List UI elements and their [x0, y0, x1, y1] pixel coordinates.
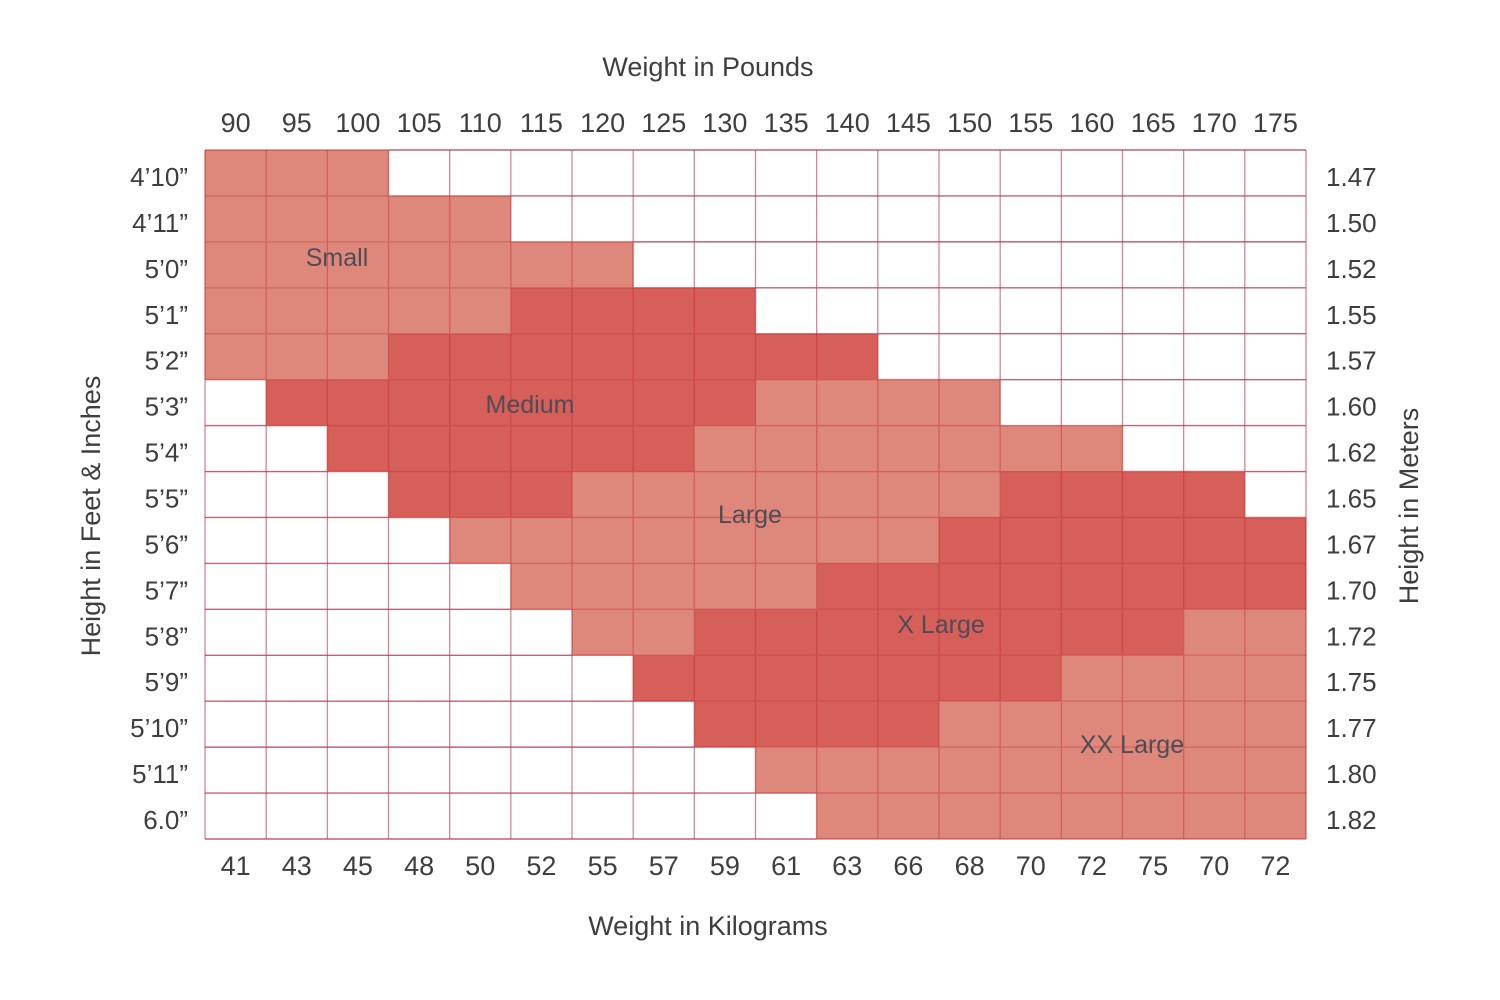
svg-text:5’10”: 5’10” [130, 713, 188, 743]
svg-text:4’10”: 4’10” [130, 162, 188, 192]
svg-text:5’5”: 5’5” [145, 484, 188, 514]
svg-text:1.77: 1.77 [1326, 713, 1377, 743]
svg-text:5’1”: 5’1” [145, 300, 188, 330]
svg-text:66: 66 [893, 851, 923, 881]
svg-text:105: 105 [397, 108, 442, 138]
svg-text:55: 55 [588, 851, 618, 881]
svg-text:1.50: 1.50 [1326, 208, 1377, 238]
svg-text:4’11”: 4’11” [132, 208, 188, 238]
svg-text:5’2”: 5’2” [145, 346, 188, 376]
svg-text:6.0”: 6.0” [143, 805, 188, 835]
svg-text:95: 95 [282, 108, 312, 138]
svg-text:5’6”: 5’6” [145, 529, 188, 559]
svg-text:68: 68 [955, 851, 985, 881]
svg-text:48: 48 [404, 851, 434, 881]
svg-text:1.47: 1.47 [1326, 162, 1377, 192]
svg-text:Weight in Kilograms: Weight in Kilograms [588, 911, 828, 941]
svg-text:41: 41 [221, 851, 251, 881]
svg-text:57: 57 [649, 851, 679, 881]
svg-text:72: 72 [1077, 851, 1107, 881]
svg-text:Large: Large [718, 501, 782, 529]
svg-text:5’9”: 5’9” [145, 667, 188, 697]
svg-text:1.60: 1.60 [1326, 392, 1377, 422]
svg-text:Small: Small [306, 244, 369, 272]
svg-text:1.80: 1.80 [1326, 759, 1377, 789]
svg-text:90: 90 [221, 108, 251, 138]
svg-text:50: 50 [465, 851, 495, 881]
svg-text:145: 145 [886, 108, 931, 138]
svg-text:61: 61 [771, 851, 801, 881]
svg-text:59: 59 [710, 851, 740, 881]
svg-text:63: 63 [832, 851, 862, 881]
svg-text:175: 175 [1253, 108, 1298, 138]
svg-text:150: 150 [947, 108, 992, 138]
svg-text:Height in Meters: Height in Meters [1394, 408, 1424, 605]
svg-text:5’8”: 5’8” [145, 621, 188, 651]
svg-text:5’11”: 5’11” [132, 759, 188, 789]
svg-text:52: 52 [526, 851, 556, 881]
svg-text:Height in Feet & Inches: Height in Feet & Inches [76, 376, 106, 657]
svg-text:5’3”: 5’3” [145, 392, 188, 422]
svg-text:125: 125 [641, 108, 686, 138]
svg-text:135: 135 [764, 108, 809, 138]
svg-text:115: 115 [520, 108, 563, 138]
svg-text:43: 43 [282, 851, 312, 881]
svg-text:1.55: 1.55 [1326, 300, 1377, 330]
svg-text:5’7”: 5’7” [145, 575, 188, 605]
svg-text:1.82: 1.82 [1326, 805, 1377, 835]
svg-text:1.70: 1.70 [1326, 575, 1377, 605]
svg-text:170: 170 [1192, 108, 1237, 138]
svg-text:1.65: 1.65 [1326, 484, 1377, 514]
svg-text:1.67: 1.67 [1326, 529, 1377, 559]
svg-text:X Large: X Large [897, 611, 985, 639]
svg-text:165: 165 [1131, 108, 1176, 138]
svg-text:110: 110 [459, 108, 502, 138]
svg-text:1.62: 1.62 [1326, 438, 1377, 468]
svg-text:160: 160 [1069, 108, 1114, 138]
svg-text:1.72: 1.72 [1326, 621, 1377, 651]
svg-text:75: 75 [1138, 851, 1168, 881]
svg-text:72: 72 [1260, 851, 1290, 881]
svg-text:Medium: Medium [486, 391, 575, 419]
svg-text:1.75: 1.75 [1326, 667, 1377, 697]
svg-text:1.52: 1.52 [1326, 254, 1377, 284]
svg-text:5’0”: 5’0” [145, 254, 188, 284]
svg-text:1.57: 1.57 [1326, 346, 1377, 376]
svg-text:Weight in Pounds: Weight in Pounds [602, 52, 813, 82]
svg-text:45: 45 [343, 851, 373, 881]
svg-text:XX Large: XX Large [1080, 731, 1184, 759]
svg-text:5’4”: 5’4” [145, 438, 188, 468]
svg-text:70: 70 [1199, 851, 1229, 881]
svg-text:70: 70 [1016, 851, 1046, 881]
svg-text:140: 140 [825, 108, 870, 138]
svg-text:120: 120 [580, 108, 625, 138]
svg-text:130: 130 [702, 108, 747, 138]
svg-text:155: 155 [1008, 108, 1053, 138]
svg-text:100: 100 [335, 108, 380, 138]
